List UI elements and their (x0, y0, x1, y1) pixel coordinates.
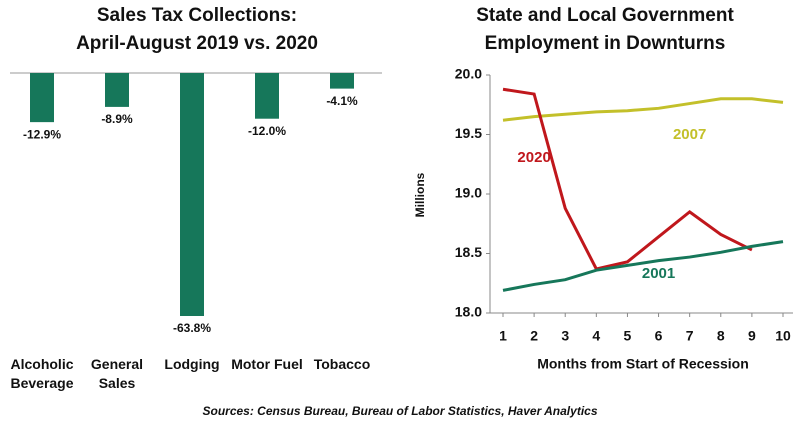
y-tick-label: 19.5 (455, 125, 482, 141)
x-tick-label: 7 (686, 328, 694, 344)
value-label: -63.8% (173, 321, 211, 335)
x-axis-label: Months from Start of Recession (537, 356, 749, 372)
x-tick-label: Alcoholic Beverage (10, 356, 74, 391)
y-tick-label: 20.0 (455, 66, 482, 82)
bar (30, 73, 54, 123)
x-tick-label: 8 (717, 328, 725, 344)
bar (180, 73, 204, 316)
x-tick-label: 2 (530, 328, 538, 344)
line (502, 97, 784, 122)
bar (105, 73, 129, 107)
y-tick-label: 18.0 (455, 304, 482, 320)
value-label: -12.0% (248, 124, 286, 138)
y-axis-label: Millions (413, 172, 427, 217)
bar (330, 73, 354, 89)
x-tick-label: 1 (499, 328, 507, 344)
x-tick-label: 6 (655, 328, 663, 344)
chart-title: Sales Tax Collections: (97, 5, 297, 26)
x-tick-label: General Sales (90, 356, 144, 391)
value-label: -4.1% (326, 94, 358, 108)
x-tick-label: 10 (775, 328, 791, 344)
x-tick-label: 4 (592, 328, 600, 344)
legend-label: 2007 (673, 126, 706, 143)
source: Sources: Census Bureau, Bureau of Labor … (202, 404, 597, 418)
legend-label: 2020 (517, 149, 550, 166)
x-tick-label: Tobacco (313, 356, 371, 372)
value-label: -8.9% (101, 112, 133, 126)
chart-subtitle: Employment in Downturns (485, 33, 726, 54)
line (502, 87, 753, 271)
x-tick-label: 9 (748, 328, 756, 344)
x-tick-label: Lodging (164, 356, 220, 372)
y-tick-label: 18.5 (455, 244, 482, 260)
x-tick-label: 5 (624, 328, 632, 344)
bar (255, 73, 279, 119)
x-tick-label: Motor Fuel (231, 356, 303, 372)
chart-title: State and Local Government (476, 5, 734, 26)
x-tick-label: 3 (561, 328, 569, 344)
value-label: -12.9% (23, 127, 61, 141)
line (502, 240, 784, 292)
y-tick-label: 19.0 (455, 185, 482, 201)
legend-label: 2001 (642, 265, 675, 282)
chart-subtitle: April-August 2019 vs. 2020 (76, 33, 318, 54)
